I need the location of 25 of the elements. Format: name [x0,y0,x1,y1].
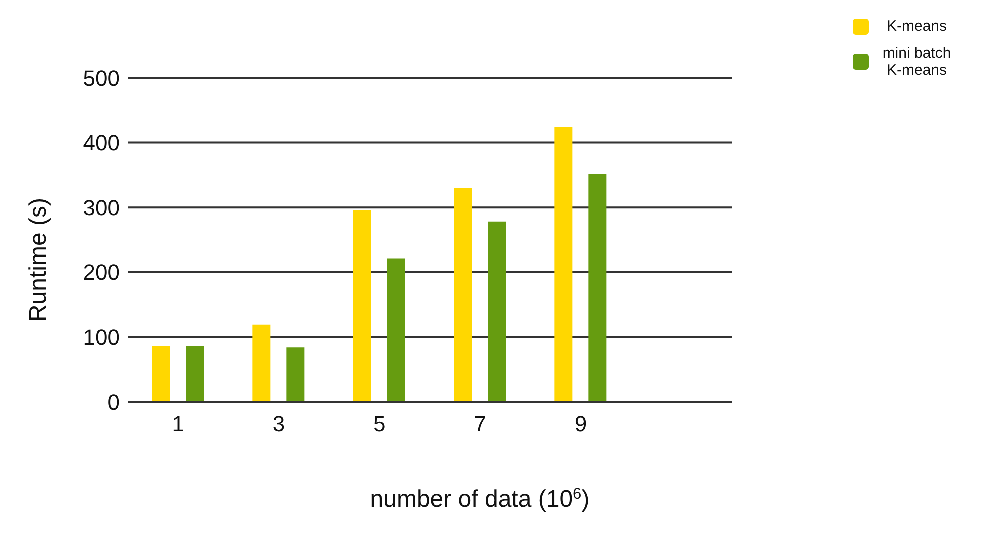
legend-label: K-means [886,18,948,35]
bar [454,188,472,402]
x-tick-label: 9 [574,412,588,437]
y-tick-label: 100 [83,325,120,350]
y-tick-label: 300 [83,195,120,220]
y-tick-label: 400 [83,130,120,156]
x-axis-title: number of data (10$^{6}$) [370,486,590,513]
bar [588,174,607,402]
x-tick-label: 7 [474,412,486,437]
bar [186,346,204,402]
legend-label: mini batch K-means [882,45,952,79]
bar [152,346,170,402]
bar [252,324,271,402]
y-tick-label: 0 [108,390,120,415]
bar [554,127,573,402]
bar [387,258,406,402]
x-tick-label: 5 [374,412,386,437]
y-tick-label: 500 [83,66,120,91]
x-tick-label: 3 [272,412,286,437]
y-axis-title: Runtime (s) [25,198,52,322]
x-tick-label: 1 [172,412,184,437]
bar [286,348,305,402]
bar [353,210,372,402]
bar [488,222,506,402]
y-tick-label: 200 [83,260,120,286]
